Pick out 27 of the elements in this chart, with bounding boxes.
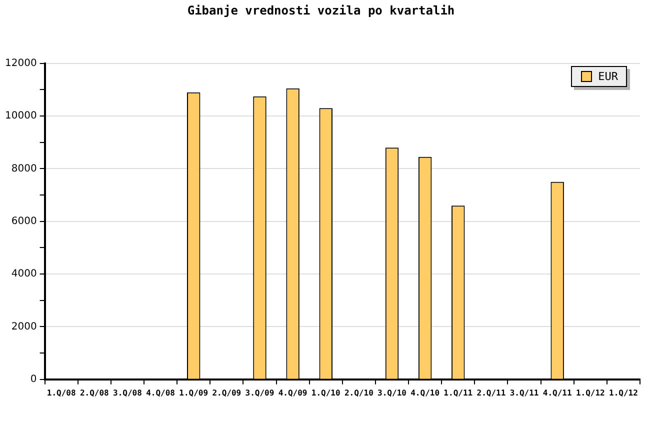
x-tick-label: 2.Q/09 — [212, 388, 242, 398]
x-tick-label: 3.Q/10 — [378, 388, 407, 398]
x-tick-label: 4.Q/11 — [542, 388, 572, 398]
x-tick-label: 4.Q/08 — [146, 388, 176, 398]
x-tick-label: 2.Q/08 — [80, 388, 110, 398]
x-tick-label: 3.Q/11 — [510, 388, 539, 398]
y-tick-label: 0 — [30, 374, 37, 385]
x-tick-label: 4.Q/10 — [410, 388, 440, 398]
y-tick-label: 6000 — [11, 216, 37, 227]
x-tick-label: 1.Q/10 — [311, 388, 340, 398]
x-tick-label: 2.Q/11 — [476, 388, 506, 398]
x-tick-label: 4.Q/09 — [278, 388, 308, 398]
y-tick-label: 8000 — [11, 163, 37, 174]
x-tick-label: 2.Q/10 — [344, 388, 374, 398]
y-tick-label: 12000 — [5, 58, 37, 69]
x-tick-label: 1.Q/12 — [576, 388, 606, 398]
x-tick-label: 1.Q/09 — [179, 388, 208, 398]
x-tick-label: 3.Q/08 — [113, 388, 142, 398]
legend-label: EUR — [598, 70, 618, 84]
y-tick-label: 10000 — [5, 110, 37, 122]
y-tick-label: 2000 — [11, 321, 37, 332]
x-tick-label: 3.Q/09 — [245, 388, 274, 398]
chart-title: Gibanje vrednosti vozila po kvartalih — [187, 3, 455, 18]
y-tick-label: 4000 — [11, 268, 37, 280]
x-tick-label: 1.Q/08 — [46, 388, 76, 398]
x-tick-label: 1.Q/11 — [444, 388, 473, 398]
x-tick-label: 1.Q/12 — [609, 388, 638, 398]
